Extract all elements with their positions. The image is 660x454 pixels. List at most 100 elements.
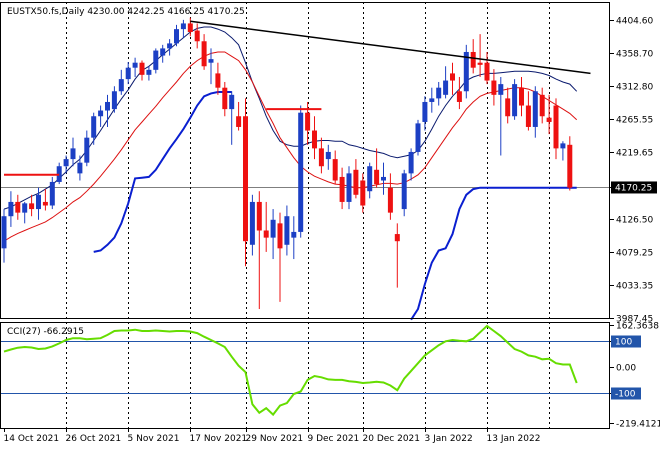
candle-body (491, 81, 496, 95)
candle-body (554, 106, 559, 149)
candle-body (443, 81, 448, 95)
candle-body (340, 177, 345, 202)
candle-body (567, 145, 572, 188)
y-tick-label: 4079.25 (616, 249, 653, 259)
candle-body (91, 116, 96, 137)
y-tick-label: 4219.65 (616, 149, 653, 159)
candle-body (181, 23, 186, 29)
candle-body (160, 48, 165, 55)
candle-body (146, 70, 151, 75)
candle-body (271, 220, 276, 238)
candle-body (8, 202, 13, 216)
x-tick-label: 17 Nov 2021 (190, 434, 248, 444)
candle-body (478, 63, 483, 65)
candle-body (153, 51, 158, 70)
candle-body (222, 88, 227, 109)
candle-body (416, 123, 421, 152)
y-tick-label: 4265.55 (616, 116, 653, 126)
y-tick-label: 4358.70 (616, 50, 653, 60)
y-tick-label: 4033.35 (616, 282, 653, 292)
candle-body (105, 102, 110, 111)
candle-body (167, 43, 172, 48)
cci-level-label: -100 (615, 390, 636, 400)
candle-body (284, 216, 289, 245)
cci-label: CCI(27) -66.2915 (7, 327, 84, 337)
candle-body (278, 223, 283, 248)
candle-body (519, 88, 524, 106)
candle-body (15, 202, 20, 213)
candle-body (436, 88, 441, 99)
candle-body (84, 138, 89, 163)
symbol-info: EUSTX50.fs,Daily 4230.00 4242.25 4166.25… (7, 7, 245, 17)
cci-y-tick-label: 0.00 (616, 364, 636, 374)
candle-body (540, 95, 545, 116)
candle-body (36, 195, 41, 209)
y-tick-label: 4404.60 (616, 17, 653, 27)
candle-body (457, 91, 462, 102)
x-tick-label: 3 Jan 2022 (425, 434, 473, 444)
candle-body (505, 98, 510, 116)
candle-body (22, 203, 27, 212)
candle-body (133, 63, 138, 68)
candle-body (485, 63, 490, 81)
candle-body (429, 98, 434, 102)
cci-y-tick-label: -219.4121 (616, 420, 660, 430)
candle-body (560, 143, 565, 148)
candle-body (305, 113, 310, 131)
candle-body (360, 181, 365, 206)
candle-body (119, 79, 124, 91)
x-tick-label: 5 Nov 2021 (128, 434, 180, 444)
candle-body (347, 173, 352, 202)
candle-body (188, 23, 193, 32)
candle-body (2, 216, 7, 248)
candle-body (112, 91, 117, 109)
y-tick-label: 4126.50 (616, 216, 653, 226)
candle-body (250, 202, 255, 245)
x-tick-label: 29 Nov 2021 (246, 434, 304, 444)
candle-body (450, 73, 455, 80)
candle-body (402, 173, 407, 209)
x-tick-label: 9 Dec 2021 (308, 434, 360, 444)
candle-body (215, 73, 220, 87)
candle-body (512, 84, 517, 116)
candle-body (43, 202, 48, 206)
candle-body (257, 202, 262, 231)
candle-body (422, 102, 427, 122)
candle-body (298, 113, 303, 232)
candle-body (388, 188, 393, 213)
candle-body (319, 148, 324, 166)
candle-body (526, 106, 531, 127)
candle-body (243, 116, 248, 241)
y-tick-label: 4312.80 (616, 83, 653, 93)
candle-body (333, 159, 338, 180)
candle-body (381, 177, 386, 181)
candle-body (395, 234, 400, 241)
x-tick-label: 20 Dec 2021 (363, 434, 421, 444)
candle-body (50, 182, 55, 206)
last-price-label: 4170.25 (615, 183, 652, 193)
candle-body (126, 68, 131, 79)
candle-body (77, 163, 82, 174)
x-tick-label: 14 Oct 2021 (4, 434, 60, 444)
candle-body (547, 118, 552, 122)
x-tick-label: 13 Jan 2022 (487, 434, 541, 444)
candle-body (312, 131, 317, 149)
candle-body (98, 111, 103, 117)
candle-body (29, 203, 34, 209)
candle-body (229, 95, 234, 109)
candle-body (374, 170, 379, 184)
candle-body (498, 84, 503, 95)
candle-body (353, 170, 358, 195)
candle-body (174, 29, 179, 43)
candle-body (209, 59, 214, 63)
candle-body (202, 41, 207, 66)
candle-body (471, 52, 476, 68)
cci-level-label: 100 (615, 338, 632, 348)
candle-body (367, 166, 372, 191)
candle-body (236, 116, 241, 127)
candle-body (64, 159, 69, 166)
candle-body (140, 63, 145, 75)
